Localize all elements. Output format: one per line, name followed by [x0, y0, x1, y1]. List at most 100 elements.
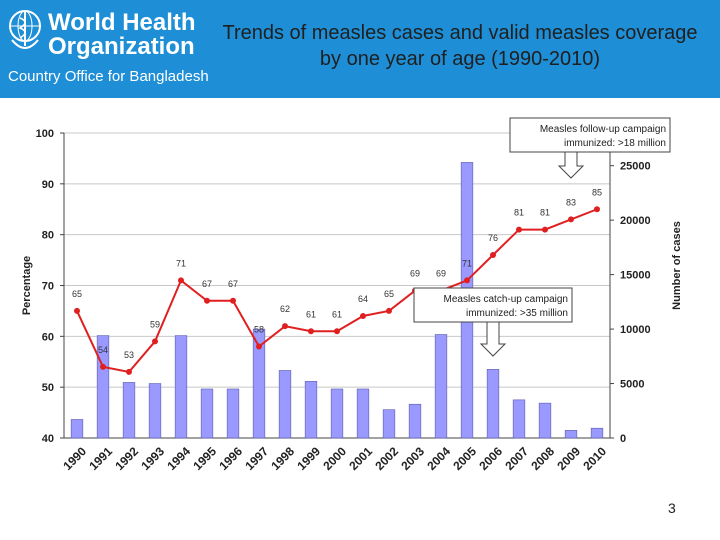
bar [382, 409, 396, 439]
who-emblem-icon [9, 10, 41, 49]
callout-arrow [557, 151, 585, 179]
coverage-data-label: 58 [254, 325, 264, 335]
y-right-tick-label: 20000 [620, 215, 651, 227]
x-tick-label: 2009 [554, 444, 583, 473]
coverage-data-label: 53 [124, 350, 134, 360]
coverage-data-label: 71 [176, 258, 186, 268]
coverage-point [126, 368, 132, 375]
coverage-point [386, 307, 392, 314]
coverage-data-label: 59 [150, 319, 160, 329]
bar [434, 334, 448, 439]
coverage-point [594, 206, 600, 213]
x-tick-label: 2006 [476, 444, 505, 473]
bar [122, 382, 136, 439]
x-tick-label: 2000 [320, 444, 349, 473]
x-tick-label: 2007 [502, 444, 531, 473]
coverage-data-label: 81 [540, 208, 550, 218]
bar [252, 328, 266, 439]
callout-text-line1: Measles catch-up campaign [443, 294, 568, 305]
org-name-line1: World Health [48, 9, 196, 36]
coverage-data-label: 83 [566, 197, 576, 207]
y-left-tick-label: 100 [36, 128, 54, 140]
y-left-axis-title: Percentage [21, 256, 33, 315]
bar [96, 335, 110, 439]
bar [590, 427, 604, 439]
page-number: 3 [668, 500, 676, 516]
y-right-tick-label: 0 [620, 433, 626, 445]
coverage-point [256, 343, 262, 350]
x-tick-label: 1994 [164, 444, 193, 473]
coverage-data-label: 67 [202, 279, 212, 289]
coverage-data-label: 61 [332, 309, 342, 319]
bar [538, 402, 552, 439]
x-tick-label: 1992 [112, 444, 141, 473]
coverage-point [334, 328, 340, 335]
coverage-point [282, 323, 288, 330]
bar [226, 388, 240, 439]
x-tick-label: 1996 [216, 444, 245, 473]
x-tick-label: 1999 [294, 444, 323, 473]
bar [512, 399, 526, 439]
x-tick-label: 1995 [190, 444, 219, 473]
x-tick-label: 2008 [528, 444, 557, 473]
coverage-data-label: 65 [72, 289, 82, 299]
x-tick-label: 1998 [268, 444, 297, 473]
coverage-data-label: 65 [384, 289, 394, 299]
callout-arrow [479, 321, 507, 357]
bar [408, 403, 422, 439]
x-tick-label: 2004 [424, 444, 453, 473]
bar [356, 388, 370, 439]
coverage-data-label: 64 [358, 294, 368, 304]
bar [564, 430, 578, 439]
y-right-axis-title: Number of cases [671, 221, 683, 310]
callout-text-line2: immunized: >35 million [466, 308, 568, 319]
x-tick-label: 1993 [138, 444, 167, 473]
y-left-tick-label: 90 [42, 179, 54, 191]
y-left-tick-label: 80 [42, 230, 54, 242]
bar [174, 335, 188, 439]
callout-box [509, 117, 671, 153]
coverage-point [308, 328, 314, 335]
y-left-tick-label: 70 [42, 281, 54, 293]
callout-text-line1: Measles follow-up campaign [540, 124, 666, 135]
coverage-data-label: 67 [228, 279, 238, 289]
coverage-point [204, 297, 210, 304]
callout-text-line2: immunized: >18 million [564, 138, 666, 149]
bar [486, 369, 500, 439]
x-tick-label: 2005 [450, 444, 479, 473]
bar [70, 419, 84, 439]
coverage-point [464, 277, 470, 284]
y-right-tick-label: 25000 [620, 161, 651, 173]
bar [330, 388, 344, 439]
coverage-data-label: 69 [410, 269, 420, 279]
y-left-tick-label: 60 [42, 331, 54, 343]
coverage-point [178, 277, 184, 284]
coverage-point [230, 297, 236, 304]
x-tick-label: 2001 [346, 444, 375, 473]
coverage-point [516, 226, 522, 233]
chart: 40 50 60 70 80 90 100 0 5000 10000 15000 20000 25000… [21, 117, 683, 473]
coverage-point [100, 363, 106, 370]
coverage-data-label: 85 [592, 187, 602, 197]
coverage-data-label: 54 [98, 345, 108, 355]
org-office-name: Country Office for Bangladesh [8, 68, 209, 85]
x-tick-label: 2002 [372, 444, 401, 473]
y-right-tick-label: 5000 [620, 379, 644, 391]
y-left-tick-label: 40 [42, 433, 54, 445]
bar [148, 383, 162, 439]
coverage-data-label: 81 [514, 208, 524, 218]
coverage-data-label: 69 [436, 269, 446, 279]
bar [278, 370, 292, 439]
coverage-point [74, 307, 80, 314]
coverage-point [152, 338, 158, 345]
x-tick-label: 1990 [60, 444, 89, 473]
coverage-data-label: 62 [280, 304, 290, 314]
callout-box [413, 287, 573, 323]
coverage-point [568, 216, 574, 223]
coverage-data-label: 71 [462, 258, 472, 268]
header-banner: World Health Organization Country Office… [0, 0, 720, 98]
y-left-tick-label: 50 [42, 382, 54, 394]
coverage-data-label: 61 [306, 309, 316, 319]
bar [200, 388, 214, 439]
coverage-point [490, 252, 496, 258]
